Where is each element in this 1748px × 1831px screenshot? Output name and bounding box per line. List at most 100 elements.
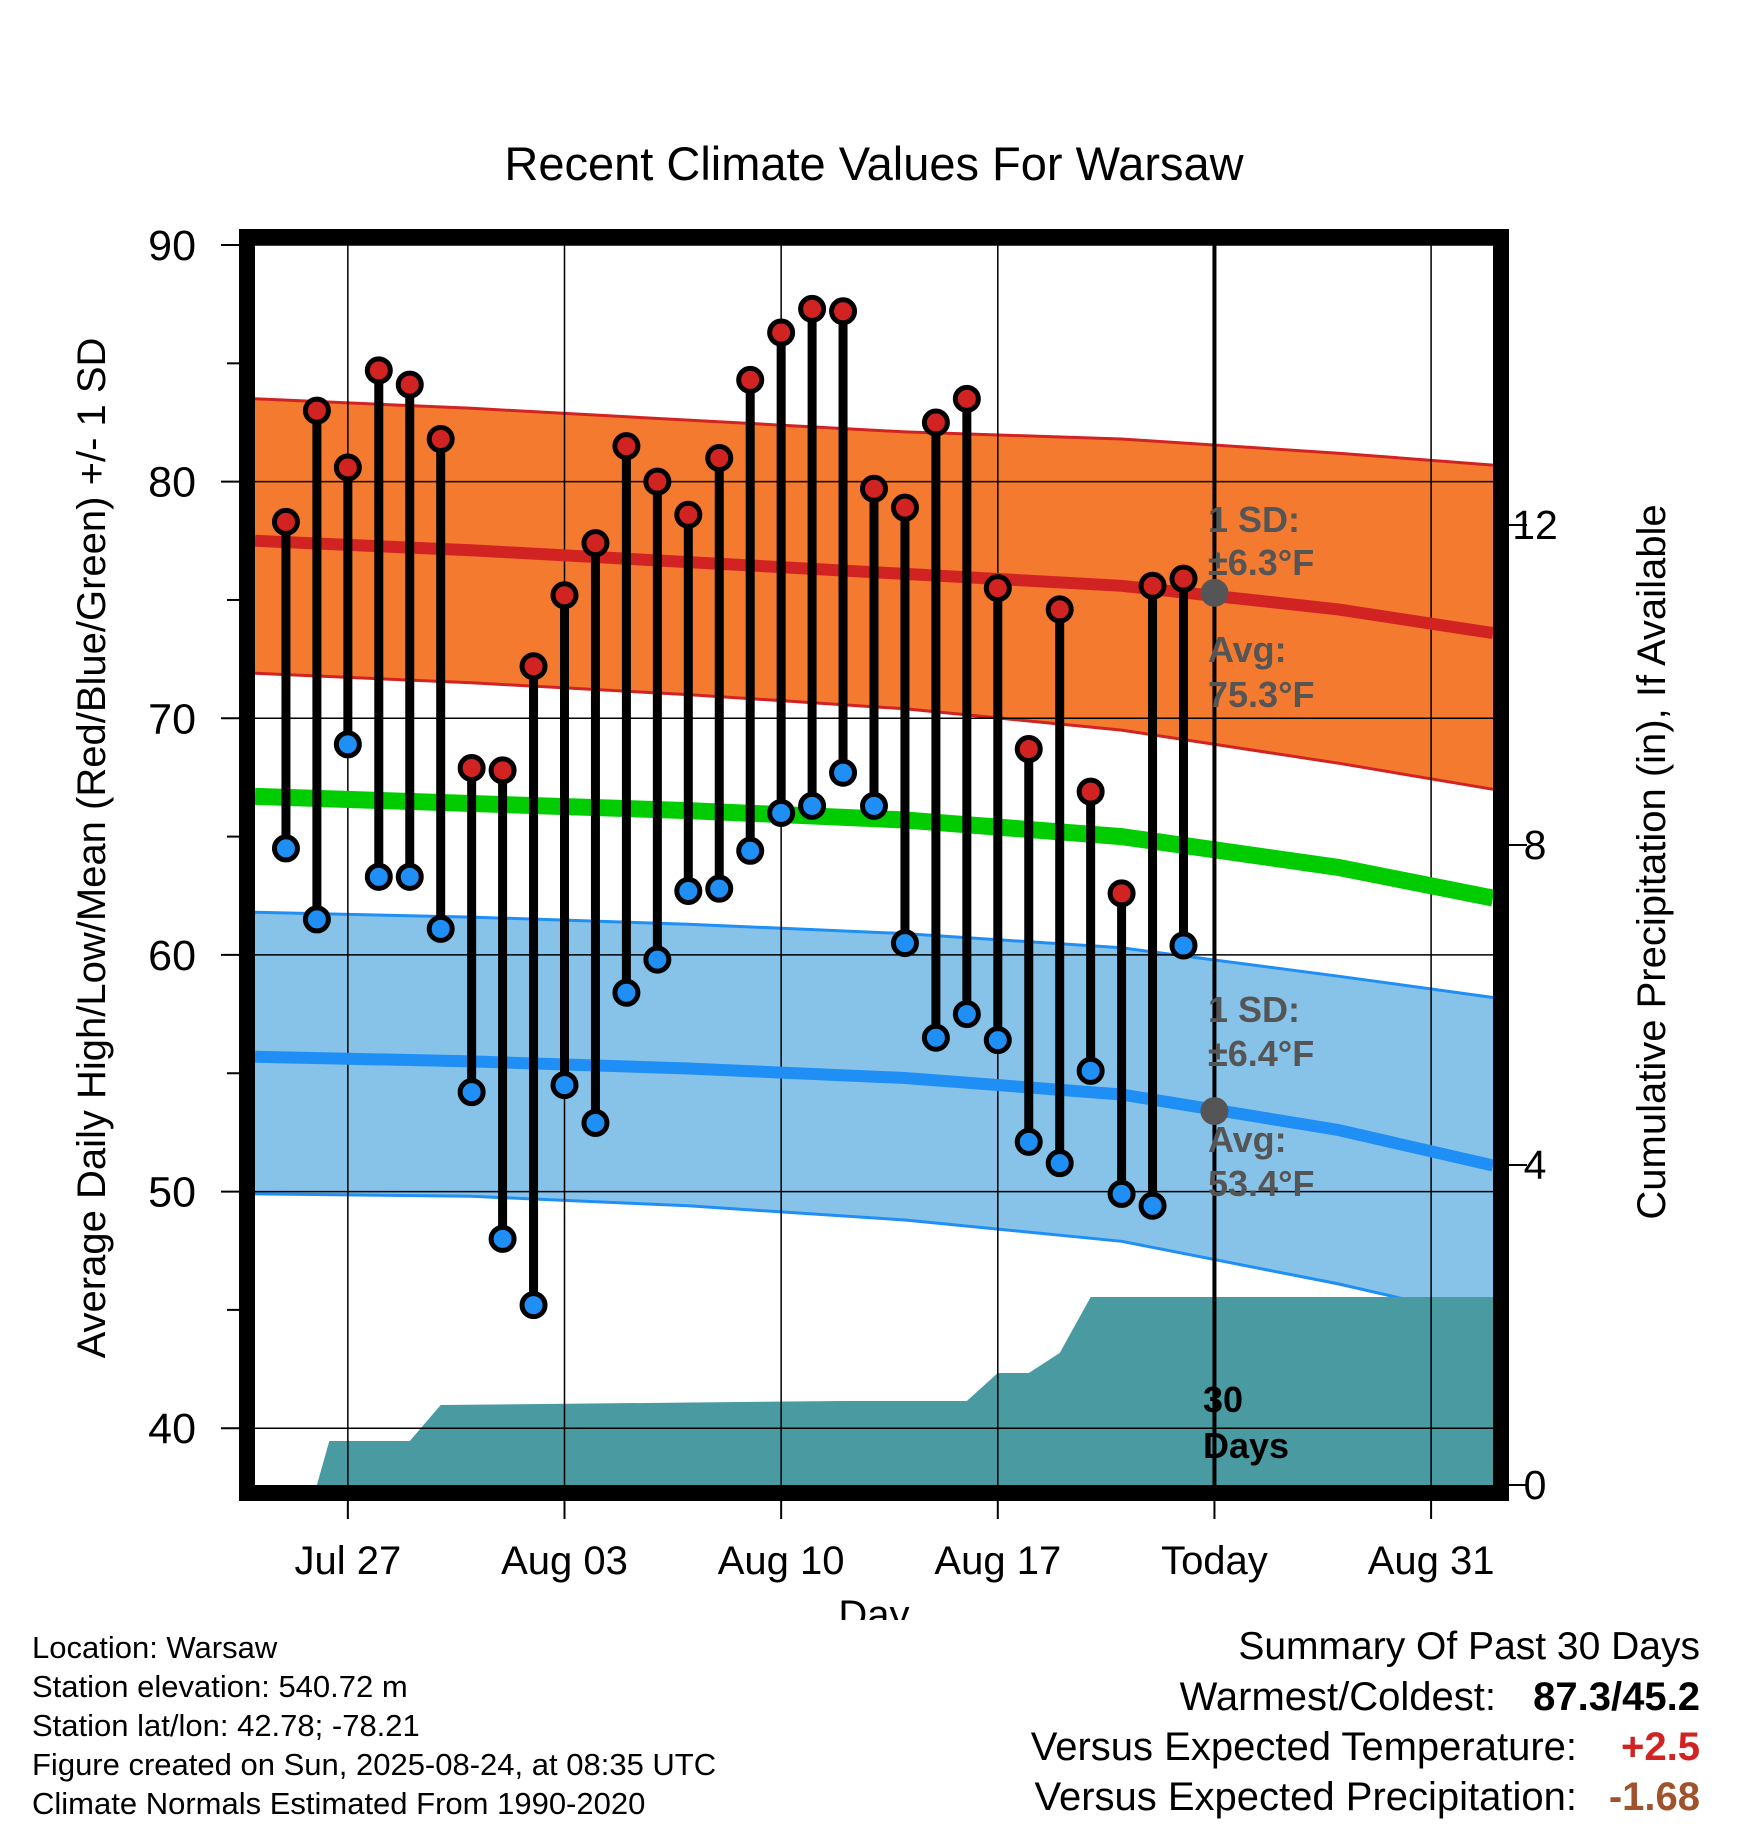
- daily-high-point: [550, 581, 579, 610]
- y2-tick-label: 4: [1524, 1142, 1547, 1188]
- warm-cold-row: Warmest/Coldest: 87.3/45.2: [1031, 1672, 1700, 1722]
- daily-high-point: [1107, 879, 1136, 908]
- daily-low-point: [860, 791, 888, 820]
- y2-tick-label: 12: [1512, 502, 1558, 548]
- daily-low-point: [736, 836, 765, 865]
- warm-cold-label: Warmest/Coldest:: [1179, 1675, 1496, 1719]
- temp-value: +2.5: [1621, 1725, 1700, 1769]
- daily-high-point: [612, 432, 641, 461]
- daily-low-point: [395, 862, 424, 891]
- daily-low-point: [1014, 1127, 1043, 1156]
- daily-high-point: [1014, 735, 1043, 764]
- high-avg-label: Avg:: [1208, 629, 1287, 670]
- plot-frame: [239, 229, 1509, 1501]
- climate-chart: Recent Climate Values For Warsaw 4050607…: [70, 137, 1674, 1620]
- daily-high-point: [829, 297, 858, 326]
- y2-axis-label: Cumulative Precipitation (in), If Availa…: [1630, 504, 1674, 1219]
- high-sd-label: 1 SD:: [1208, 499, 1300, 540]
- temp-row: Versus Expected Temperature: +2.5: [1031, 1722, 1700, 1772]
- low-avg-value: 53.4°F: [1208, 1163, 1314, 1204]
- summary-panel: Summary Of Past 30 Days Warmest/Coldest:…: [1031, 1622, 1700, 1822]
- elevation-text: Station elevation: 540.72 m: [32, 1669, 408, 1704]
- daily-low-point: [798, 791, 827, 820]
- daily-low-point: [952, 1000, 981, 1029]
- daily-low-point: [1107, 1179, 1136, 1208]
- daily-high-point: [705, 443, 734, 472]
- daily-low-point: [550, 1071, 579, 1100]
- daily-high-point: [302, 396, 331, 425]
- x-tick-label: Jul 27: [294, 1539, 401, 1583]
- temp-label: Versus Expected Temperature:: [1030, 1725, 1577, 1769]
- daily-high-point: [952, 384, 981, 413]
- daily-low-point: [519, 1291, 548, 1320]
- daily-low-point: [983, 1026, 1012, 1055]
- precip-row: Versus Expected Precipitation: -1.68: [1031, 1772, 1700, 1822]
- daily-high-point: [364, 356, 393, 385]
- daily-low-point: [890, 929, 919, 958]
- high-avg-value: 75.3°F: [1208, 674, 1314, 715]
- location-text: Location: Warsaw: [32, 1630, 278, 1665]
- summary-title: Summary Of Past 30 Days: [1238, 1625, 1700, 1668]
- x-tick-label: Aug 31: [1368, 1539, 1495, 1583]
- daily-low-point: [271, 834, 300, 863]
- high-sd-annotation: 1 SD: ±6.3°F Avg: 75.3°F: [1208, 499, 1314, 715]
- daily-high-point: [457, 753, 486, 782]
- x-tick-label: Aug 10: [718, 1539, 845, 1583]
- daily-low-point: [612, 978, 641, 1007]
- daily-low-point: [581, 1108, 610, 1137]
- daily-low-point: [1045, 1149, 1074, 1178]
- normals-text: Climate Normals Estimated From 1990-2020: [32, 1786, 646, 1821]
- x-tick-label: Aug 17: [934, 1539, 1061, 1583]
- high-upper-line: [254, 397, 1494, 467]
- daily-high-point: [890, 493, 919, 522]
- daily-low-point: [364, 862, 393, 891]
- daily-high-point: [767, 318, 796, 347]
- daily-high-point: [1169, 564, 1198, 593]
- daily-low-point: [1076, 1056, 1105, 1085]
- y-tick-label: 60: [148, 932, 196, 980]
- daily-high-point: [395, 370, 424, 399]
- daily-high-point: [1138, 571, 1167, 600]
- y-tick-label: 90: [148, 222, 196, 270]
- daily-low-point: [333, 730, 362, 759]
- y-tick-label: 50: [148, 1169, 196, 1217]
- created-text: Figure created on Sun, 2025-08-24, at 08…: [32, 1747, 717, 1782]
- daily-high-point: [581, 529, 610, 558]
- precip-days-annotation: 30 Days: [1203, 1379, 1289, 1466]
- daily-low-point: [488, 1224, 517, 1253]
- daily-low-point: [674, 877, 703, 906]
- low-sd-label: 1 SD:: [1208, 989, 1300, 1030]
- daily-low-point: [426, 914, 455, 943]
- daily-high-point: [271, 507, 300, 536]
- low-avg-today-dot: [1200, 1097, 1229, 1126]
- daily-high-point: [426, 425, 455, 454]
- daily-high-point: [488, 756, 517, 785]
- x-tick-label: Today: [1161, 1539, 1268, 1583]
- low-avg-label: Avg:: [1208, 1119, 1287, 1160]
- daily-high-point: [1045, 595, 1074, 624]
- precip-area: [255, 1297, 1493, 1485]
- y-axis-label: Average Daily High/Low/Mean (Red/Blue/Gr…: [70, 338, 114, 1359]
- latlon-text: Station lat/lon: 42.78; -78.21: [32, 1708, 420, 1743]
- low-lower-line: [254, 1192, 1494, 1321]
- high-avg-today-dot: [1200, 578, 1229, 607]
- daily-low-point: [302, 905, 331, 934]
- y2-tick-label: 8: [1524, 822, 1547, 868]
- precip-value: -1.68: [1608, 1775, 1700, 1819]
- y2-tick-label: 0: [1524, 1462, 1547, 1508]
- daily-high-point: [333, 453, 362, 482]
- daily-low-point: [457, 1078, 486, 1107]
- precip-days-word: Days: [1203, 1425, 1289, 1466]
- daily-high-point: [736, 365, 765, 394]
- chart-title: Recent Climate Values For Warsaw: [504, 137, 1244, 190]
- precip-label: Versus Expected Precipitation:: [1034, 1775, 1577, 1819]
- daily-high-point: [798, 294, 827, 323]
- daily-high-point: [643, 467, 672, 496]
- daily-high-point: [921, 408, 950, 437]
- x-tick-label: Aug 03: [501, 1539, 628, 1583]
- daily-high-point: [519, 652, 548, 681]
- daily-low-point: [643, 945, 672, 974]
- station-info: Location: Warsaw Station elevation: 540.…: [32, 1628, 716, 1823]
- daily-high-point: [674, 500, 703, 529]
- daily-low-point: [1138, 1191, 1167, 1220]
